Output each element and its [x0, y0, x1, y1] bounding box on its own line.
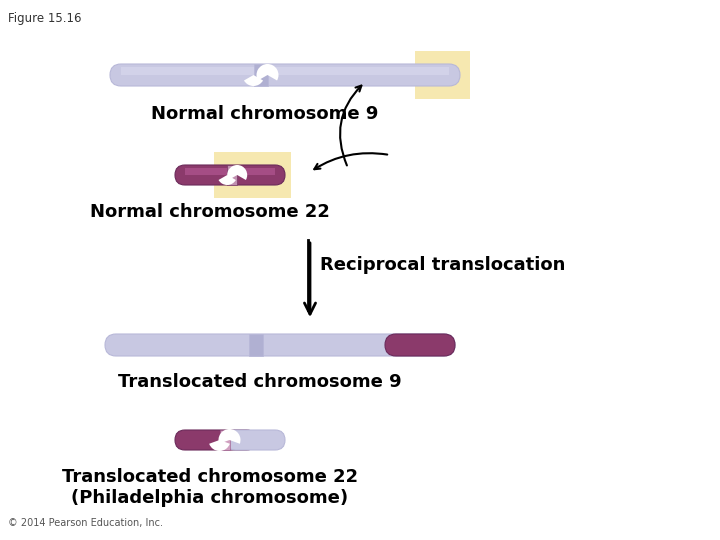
Wedge shape	[219, 175, 236, 185]
FancyBboxPatch shape	[225, 430, 285, 450]
Bar	[415, 51, 470, 99]
FancyBboxPatch shape	[121, 67, 449, 75]
FancyBboxPatch shape	[185, 168, 275, 175]
FancyBboxPatch shape	[110, 64, 460, 86]
Text: © 2014 Pearson Education, Inc.: © 2014 Pearson Education, Inc.	[8, 518, 163, 528]
Text: Reciprocal translocation: Reciprocal translocation	[320, 256, 565, 274]
FancyBboxPatch shape	[220, 430, 230, 450]
FancyBboxPatch shape	[385, 334, 455, 356]
FancyBboxPatch shape	[248, 334, 263, 356]
FancyBboxPatch shape	[175, 165, 285, 185]
FancyBboxPatch shape	[253, 64, 268, 86]
Wedge shape	[228, 165, 247, 180]
FancyBboxPatch shape	[228, 165, 237, 185]
Wedge shape	[210, 440, 230, 451]
FancyBboxPatch shape	[175, 430, 256, 450]
Text: Normal chromosome 9: Normal chromosome 9	[151, 105, 379, 123]
FancyBboxPatch shape	[105, 334, 455, 356]
Wedge shape	[218, 429, 240, 444]
Text: Figure 15.16: Figure 15.16	[8, 12, 81, 25]
Wedge shape	[244, 75, 263, 86]
Text: Translocated chromosome 9: Translocated chromosome 9	[118, 373, 402, 391]
Wedge shape	[256, 64, 279, 80]
Text: Normal chromosome 22: Normal chromosome 22	[90, 203, 330, 221]
Bar	[214, 152, 290, 198]
Text: Translocated chromosome 22
(Philadelphia chromosome): Translocated chromosome 22 (Philadelphia…	[62, 468, 358, 507]
